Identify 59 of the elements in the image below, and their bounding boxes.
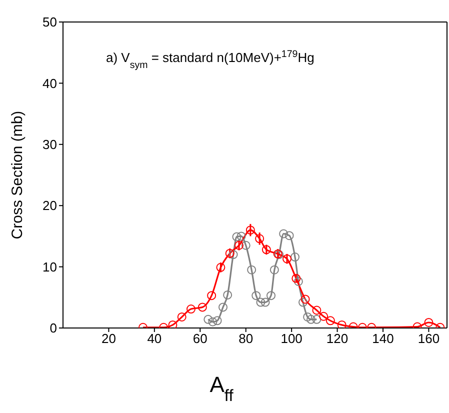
point bbox=[204, 314, 213, 324]
point bbox=[424, 318, 434, 327]
point bbox=[234, 240, 244, 250]
point bbox=[337, 320, 346, 328]
point bbox=[260, 298, 270, 307]
x-tick-label: 40 bbox=[147, 331, 162, 346]
point bbox=[298, 298, 308, 307]
point bbox=[218, 302, 228, 312]
point bbox=[225, 248, 234, 258]
point bbox=[223, 290, 232, 300]
point bbox=[300, 294, 310, 304]
point bbox=[256, 298, 266, 307]
point bbox=[236, 232, 246, 241]
point bbox=[292, 274, 301, 283]
y-tick-label: 50 bbox=[42, 14, 57, 30]
point bbox=[319, 312, 328, 321]
point bbox=[306, 314, 316, 324]
point bbox=[252, 291, 261, 300]
point bbox=[241, 240, 250, 250]
y-tick-label: 30 bbox=[42, 137, 57, 152]
y-tick-label: 10 bbox=[42, 259, 57, 274]
point bbox=[262, 245, 271, 254]
point bbox=[303, 312, 312, 322]
point bbox=[326, 316, 335, 326]
y-axis-title: Cross Section (mb) bbox=[9, 110, 26, 240]
x-tick-label: 120 bbox=[326, 331, 348, 346]
x-tick-label: 80 bbox=[238, 331, 254, 346]
point bbox=[177, 312, 186, 322]
point bbox=[312, 306, 322, 315]
point bbox=[208, 317, 218, 326]
y-tick-label: 0 bbox=[50, 320, 57, 336]
x-tick-label: 140 bbox=[372, 331, 394, 346]
y-tick-label: 40 bbox=[42, 76, 57, 91]
point bbox=[294, 276, 303, 286]
point bbox=[270, 265, 279, 274]
point bbox=[247, 265, 256, 274]
point bbox=[228, 250, 238, 260]
point bbox=[198, 302, 207, 312]
point bbox=[255, 234, 264, 244]
y-tick-label: 20 bbox=[42, 198, 57, 214]
point bbox=[284, 231, 294, 240]
point bbox=[266, 291, 276, 300]
annotation: a) V$_{sym}$ = standard n(10MeV)+$^{179}$Hg bbox=[106, 48, 314, 70]
point bbox=[312, 314, 322, 324]
point bbox=[279, 229, 288, 238]
point bbox=[246, 226, 255, 235]
x-tick-label: 20 bbox=[101, 331, 116, 346]
x-tick-label: 60 bbox=[192, 331, 208, 346]
point bbox=[290, 252, 300, 262]
point bbox=[186, 304, 196, 314]
x-tick-label: 100 bbox=[280, 331, 302, 346]
point bbox=[207, 291, 216, 300]
x-tick-label: 160 bbox=[418, 331, 440, 346]
x-axis-title: A$_{ff}$ bbox=[210, 372, 234, 405]
point bbox=[232, 232, 242, 242]
point bbox=[212, 316, 222, 326]
point bbox=[282, 254, 292, 264]
point bbox=[168, 320, 178, 328]
point bbox=[216, 262, 226, 272]
